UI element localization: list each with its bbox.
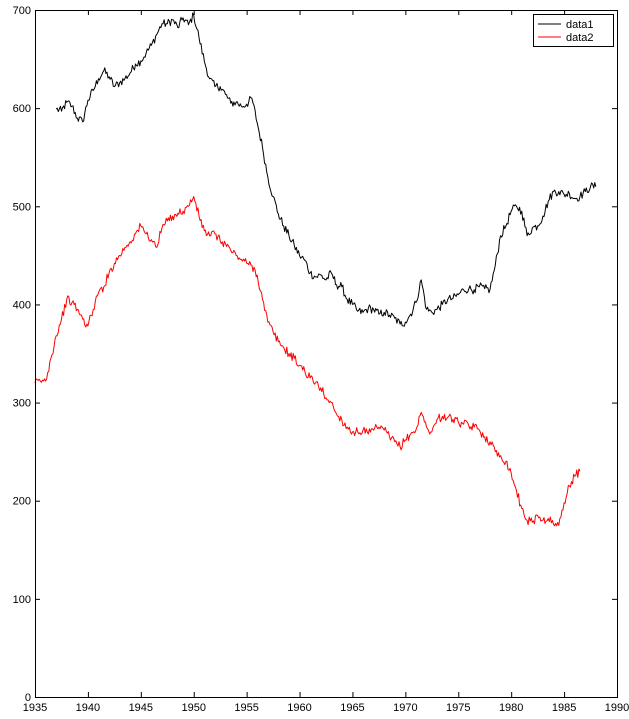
y-tick-label: 400 bbox=[13, 299, 31, 311]
y-tick-label: 600 bbox=[13, 103, 31, 115]
x-tick-label: 1965 bbox=[340, 702, 364, 714]
x-tick-label: 1985 bbox=[552, 702, 576, 714]
x-tick-label: 1960 bbox=[287, 702, 311, 714]
x-tick-label: 1950 bbox=[181, 702, 205, 714]
x-tick-label: 1970 bbox=[393, 702, 417, 714]
y-tick-label: 200 bbox=[13, 496, 31, 508]
y-tick-label: 700 bbox=[13, 5, 31, 17]
y-tick-label: 0 bbox=[25, 692, 31, 704]
x-tick-label: 1955 bbox=[234, 702, 258, 714]
axis-ticks bbox=[35, 10, 618, 698]
y-tick-label: 300 bbox=[13, 398, 31, 410]
plot-area-frame bbox=[35, 10, 618, 698]
series-layer bbox=[34, 12, 597, 527]
legend-box bbox=[533, 14, 614, 47]
y-tick-label: 500 bbox=[13, 201, 31, 213]
x-tick-label: 1945 bbox=[129, 702, 153, 714]
x-tick-label: 1935 bbox=[23, 702, 47, 714]
series-line-data1 bbox=[55, 12, 597, 327]
x-tick-label: 1975 bbox=[446, 702, 470, 714]
x-tick-label: 1940 bbox=[76, 702, 100, 714]
series-line-data2 bbox=[34, 196, 581, 527]
legend-label-data2: data2 bbox=[566, 32, 594, 44]
axis-tick-labels: 1935 1940 1945 1950 1955 1960 1965 1970 1975 1980… bbox=[13, 5, 629, 714]
x-tick-label: 1990 bbox=[605, 702, 629, 714]
x-tick-label: 1980 bbox=[499, 702, 523, 714]
legend-label-data1: data1 bbox=[566, 19, 594, 31]
y-tick-label: 100 bbox=[13, 594, 31, 606]
